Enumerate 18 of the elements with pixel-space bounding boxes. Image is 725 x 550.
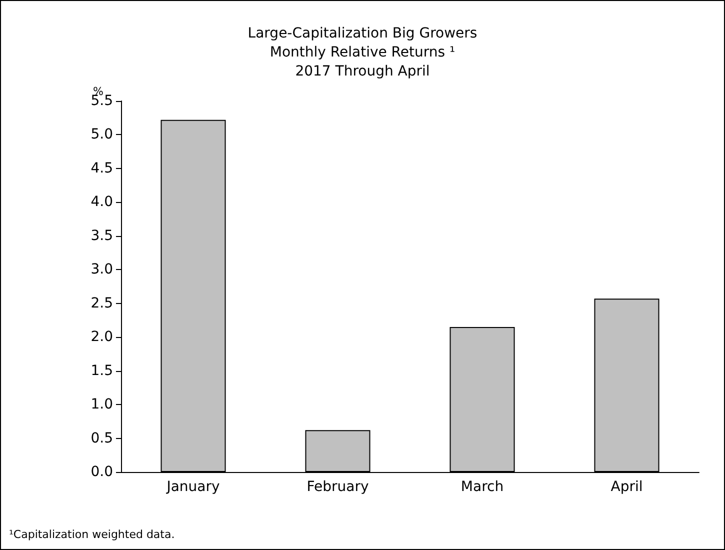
y-tick-label: 0.5 xyxy=(90,430,113,446)
y-tick-label: 2.5 xyxy=(90,295,113,312)
y-tick-label: 0.0 xyxy=(90,464,113,480)
y-tick-label: 5.0 xyxy=(90,126,113,143)
y-tick-label: 1.5 xyxy=(90,362,113,379)
y-tick-label: 3.5 xyxy=(90,228,113,244)
y-tick-label: 2.0 xyxy=(90,329,113,346)
x-tick-label: April xyxy=(610,479,643,495)
text: ¹Capitalization weighted data. xyxy=(9,528,175,541)
y-tick-label: 3.0 xyxy=(90,262,113,278)
y-tick-label: 4.0 xyxy=(90,194,113,210)
chart-title: Large-Capitalization Big Growers Monthly Relative Returns ¹ 2017 Through April xyxy=(248,26,478,80)
y-tick-label: 5.5 xyxy=(90,93,113,109)
x-tick-label: January xyxy=(166,479,220,495)
y-tick-label: 4.5 xyxy=(90,160,113,176)
x-tick-label: March xyxy=(460,479,504,495)
y-tick-label: 1.0 xyxy=(90,396,113,413)
x-tick-label: February xyxy=(306,479,369,495)
